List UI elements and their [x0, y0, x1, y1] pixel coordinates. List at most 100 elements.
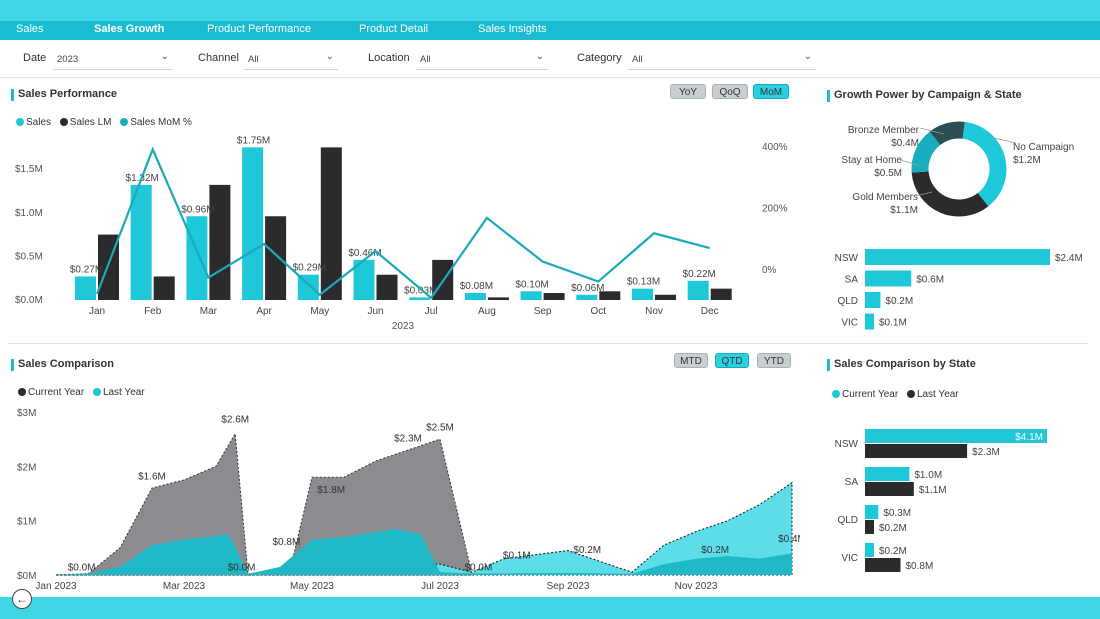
growth-state-value: $0.2M: [885, 296, 913, 307]
donut-slice: [929, 121, 965, 146]
location-filter[interactable]: All ⌄: [416, 47, 548, 70]
current-year-value: $4.1M: [1015, 432, 1043, 443]
comparison-data-label: $2.6M: [221, 415, 249, 426]
sales-lm-bar: [320, 147, 342, 300]
comparison-data-label: $2.5M: [426, 423, 454, 434]
state-label: SA: [845, 477, 859, 488]
sales-lm-bar: [543, 293, 565, 300]
category-filter-value: All: [632, 54, 643, 65]
tab-sales[interactable]: Sales: [16, 23, 44, 35]
state-label: QLD: [837, 296, 858, 307]
x-tick-label: Apr: [256, 306, 272, 317]
legend-state-last-year: Last Year: [916, 389, 959, 400]
y2-tick-label: 0%: [762, 265, 777, 276]
growth-power-state-chart: NSW $2.4M SA $0.6M QLD $0.2M VIC $0.1M: [835, 249, 1083, 330]
sales-bar: [297, 274, 319, 300]
donut-label-name: Gold Members: [852, 192, 918, 203]
current-year-value: $0.2M: [879, 546, 907, 557]
ytd-toggle[interactable]: YTD: [757, 353, 791, 368]
growth-state-bar: [865, 249, 1050, 265]
donut-leader-line: [993, 137, 1017, 144]
y2-tick-label: 400%: [762, 142, 788, 153]
sales-lm-bar: [376, 274, 398, 300]
donut-label-name: Bronze Member: [848, 125, 920, 136]
sales-performance-title: Sales Performance: [11, 88, 117, 101]
state-comparison-chart: NSW $4.1M $2.3M SA $1.0M $1.1M QLD $0.3M $0.2M VI…: [835, 429, 1047, 572]
current-year-value: $0.3M: [883, 508, 911, 519]
last-year-value: $1.1M: [919, 485, 947, 496]
bottom-bar: [0, 597, 1100, 619]
qtd-toggle[interactable]: QTD: [715, 353, 749, 368]
growth-power-title: Growth Power by Campaign & State: [827, 89, 1022, 102]
filter-divider: [0, 77, 1100, 78]
sales-data-label: $0.96M: [181, 204, 214, 215]
section-divider: [8, 343, 1088, 344]
state-label: VIC: [841, 553, 858, 564]
sales-bar: [130, 184, 152, 300]
current-year-value: $1.0M: [914, 470, 942, 481]
x-tick-label: Mar 2023: [163, 581, 206, 592]
sales-data-label: $0.46M: [348, 248, 381, 259]
channel-filter[interactable]: All ⌄: [244, 47, 338, 70]
legend-last-year: Last Year: [102, 387, 145, 398]
channel-filter-label: Channel: [198, 52, 239, 64]
growth-state-bar: [865, 292, 881, 308]
sales-data-label: $0.03M: [404, 285, 437, 296]
y-tick-label: $2M: [17, 462, 36, 473]
state-label: NSW: [835, 253, 859, 264]
sales-lm-bar: [487, 297, 509, 300]
current-year-bar: [865, 429, 1047, 443]
date-filter[interactable]: 2023 ⌄: [53, 47, 173, 70]
legend-sales: Sales: [26, 117, 52, 128]
donut-label-value: $0.5M: [874, 168, 902, 179]
tab-sales-insights[interactable]: Sales Insights: [478, 23, 547, 35]
last-year-bar: [865, 558, 901, 572]
sales-bar: [687, 280, 709, 300]
growth-state-value: $2.4M: [1055, 253, 1083, 264]
x-tick-label: Sep: [534, 306, 552, 317]
back-arrow-icon[interactable]: ←: [12, 589, 32, 609]
tab-sales-growth[interactable]: Sales Growth: [94, 23, 165, 35]
comparison-data-label: $0.2M: [701, 545, 729, 556]
state-label: NSW: [835, 439, 859, 450]
x-tick-label: May: [310, 306, 329, 317]
yoy-toggle[interactable]: YoY: [670, 84, 706, 99]
last-year-value: $2.3M: [972, 447, 1000, 458]
current-year-bar: [865, 505, 879, 519]
sales-lm-bar: [209, 184, 231, 300]
comparison-data-label: $0.0M: [228, 562, 256, 573]
growth-state-bar: [865, 270, 912, 287]
donut-leader-line: [919, 127, 945, 135]
state-label: QLD: [837, 515, 858, 526]
y-tick-label: $1M: [17, 517, 36, 528]
x-tick-label: Jul: [425, 306, 438, 317]
category-filter[interactable]: All ⌄: [628, 47, 816, 70]
current-year-area: [56, 528, 792, 575]
tab-product-performance[interactable]: Product Performance: [207, 23, 311, 35]
sales-data-label: $0.06M: [571, 283, 604, 294]
state-comparison-legend: Current Year Last Year: [832, 389, 965, 400]
channel-filter-value: All: [248, 54, 259, 65]
sales-data-label: $0.10M: [515, 279, 548, 290]
mom-toggle[interactable]: MoM: [753, 84, 789, 99]
sales-bar: [520, 291, 542, 300]
date-filter-value: 2023: [57, 54, 79, 65]
legend-sales-lm: Sales LM: [69, 117, 112, 128]
comparison-data-label: $0.8M: [273, 537, 301, 548]
x-axis-label: 2023: [392, 321, 415, 332]
x-tick-label: Dec: [701, 306, 719, 317]
qoq-toggle[interactable]: QoQ: [712, 84, 748, 99]
mtd-toggle[interactable]: MTD: [674, 353, 708, 368]
x-tick-label: Oct: [591, 306, 607, 317]
growth-state-bar: [865, 313, 874, 330]
legend-current-year: Current Year: [28, 387, 85, 398]
y2-tick-label: 200%: [762, 204, 788, 215]
x-tick-label: Aug: [478, 306, 496, 317]
last-year-bar: [865, 520, 874, 534]
comparison-data-label: $2.3M: [394, 434, 422, 445]
chevron-down-icon: ⌄: [325, 51, 334, 62]
sales-mom-line: [95, 146, 710, 300]
sales-data-label: $0.13M: [627, 277, 660, 288]
tab-product-detail[interactable]: Product Detail: [359, 23, 429, 35]
comparison-data-label: $0.1M: [503, 550, 531, 561]
